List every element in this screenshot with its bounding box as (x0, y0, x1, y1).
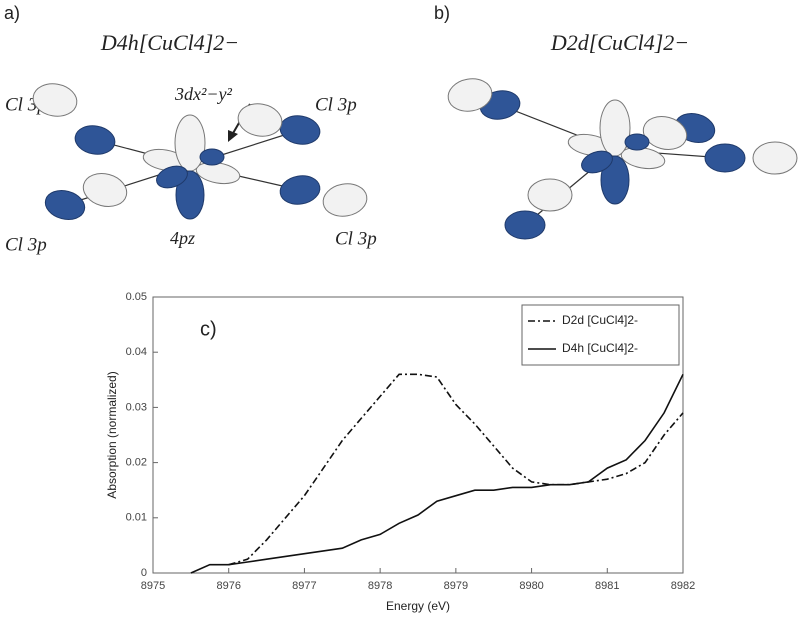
orbital-lobe (82, 173, 128, 207)
orbital-lobe (174, 114, 206, 172)
orbital-label: 4pz (170, 228, 195, 248)
orbital-lobe (704, 143, 746, 173)
panel-title: D2d[CuCl4]2− (550, 30, 689, 55)
orbital-lobe (600, 155, 630, 205)
orbital-lobe (32, 83, 78, 117)
x-tick-label: 8980 (519, 580, 543, 592)
orbital-label: Cl 3p (335, 228, 377, 249)
orbital-lobe (74, 125, 116, 155)
orbital-lobe (504, 210, 546, 240)
orbital-lobe (624, 133, 650, 151)
panel-label: a) (4, 3, 20, 23)
orbital-lobe (581, 150, 613, 174)
orbital-label: Cl 3p (315, 94, 357, 115)
y-tick-label: 0.03 (126, 401, 147, 413)
x-tick-label: 8982 (671, 580, 695, 592)
orbital-lobe (199, 148, 225, 166)
orbital-lobe (279, 115, 321, 145)
orbital-lobe (156, 165, 188, 189)
y-axis-label: Absorption (normalized) (105, 371, 119, 498)
plot-frame (152, 296, 684, 574)
orbital-lobe (237, 103, 283, 137)
series-line (228, 373, 684, 566)
orbital-lobe (322, 183, 368, 217)
orbital-lobe (527, 178, 573, 212)
orbital-lobe (447, 78, 493, 112)
x-tick-label: 8975 (141, 580, 165, 592)
orbital-lobe (44, 190, 86, 220)
y-tick-label: 0.02 (126, 457, 147, 469)
orbital-lobe (599, 99, 631, 157)
orbital-label: Cl 3p (5, 234, 47, 255)
legend-label: D4h [CuCl4]2- (562, 341, 638, 355)
orbital-label: 3dx²−y² (174, 84, 233, 104)
legend-box (521, 304, 680, 366)
legend-label: D2d [CuCl4]2- (562, 313, 638, 327)
y-tick-label: 0 (141, 567, 147, 579)
x-tick-label: 8979 (444, 580, 468, 592)
orbital-lobe (752, 141, 798, 175)
y-tick-label: 0.05 (126, 291, 147, 303)
panel-label: c) (200, 318, 217, 340)
x-tick-label: 8978 (368, 580, 392, 592)
x-axis-label: Energy (eV) (386, 599, 450, 613)
orbital-lobe (279, 175, 321, 205)
panel-label: b) (434, 3, 450, 23)
y-tick-label: 0.01 (126, 512, 147, 524)
y-tick-label: 0.04 (126, 346, 147, 358)
arrow-head (228, 130, 238, 142)
orbital-lobe (175, 170, 205, 220)
x-tick-label: 8976 (216, 580, 240, 592)
x-tick-label: 8977 (292, 580, 316, 592)
series-line (190, 373, 684, 574)
orbital-lobe (642, 116, 688, 150)
panel-title: D4h[CuCl4]2− (100, 30, 239, 55)
x-tick-label: 8981 (595, 580, 619, 592)
